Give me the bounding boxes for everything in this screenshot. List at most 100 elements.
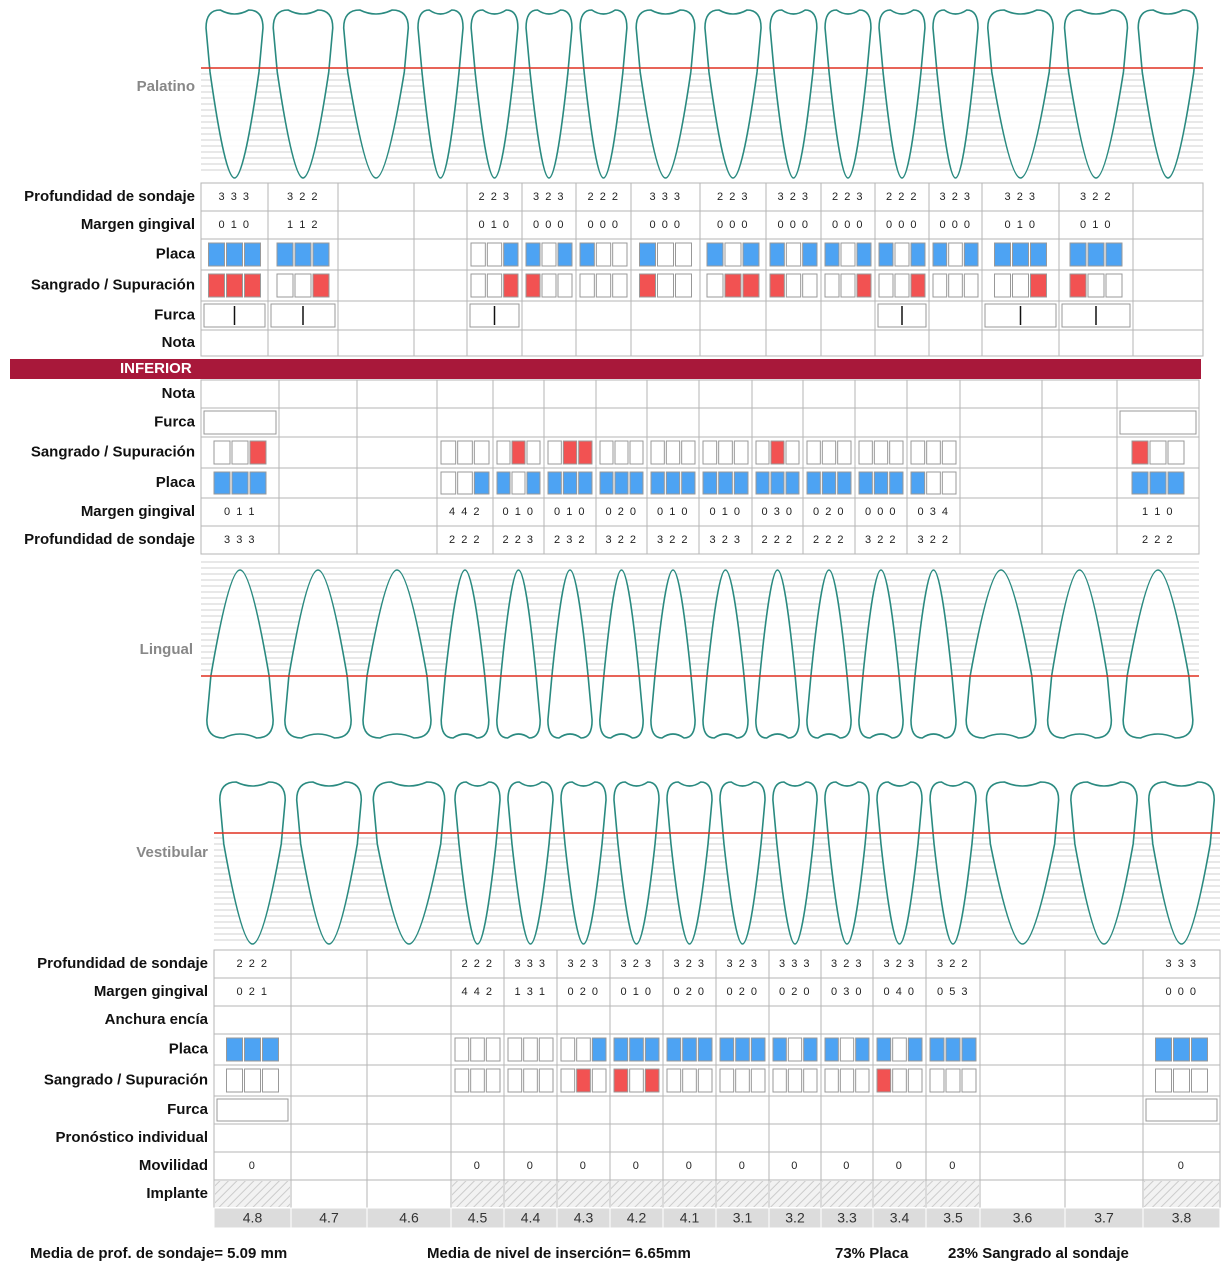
plaque-box xyxy=(874,472,887,494)
row-label: Sangrado / Supuración xyxy=(31,443,195,460)
cell-value: 3 2 2 xyxy=(937,958,969,970)
tooth-number: 4.2 xyxy=(627,1210,647,1226)
tooth xyxy=(273,10,333,178)
tooth-number: 3.6 xyxy=(1013,1210,1033,1226)
cell xyxy=(1042,437,1117,468)
cell xyxy=(357,408,437,437)
cell xyxy=(291,978,367,1006)
tooth xyxy=(600,570,643,738)
bleeding-box xyxy=(658,274,674,297)
tooth-number: 4.5 xyxy=(468,1210,488,1226)
bleeding-box xyxy=(930,1069,944,1092)
plaque-box xyxy=(771,472,784,494)
bleeding-box xyxy=(313,274,329,297)
plaque-box xyxy=(803,243,817,266)
implant-cell xyxy=(664,1181,715,1207)
cell xyxy=(980,1180,1065,1208)
cell-value: 0 xyxy=(474,1160,482,1172)
row-label: Margen gingival xyxy=(81,503,195,520)
cell-value: 0 0 0 xyxy=(778,219,810,231)
tooth xyxy=(1138,10,1198,178)
cell xyxy=(929,301,982,330)
cell xyxy=(929,330,982,356)
cell-value: 3 2 3 xyxy=(710,534,742,546)
tooth xyxy=(1065,10,1128,178)
plaque-box xyxy=(614,1038,628,1061)
row-label: Margen gingival xyxy=(81,216,195,233)
plaque-box xyxy=(250,472,266,494)
cell xyxy=(716,1124,769,1152)
cell xyxy=(875,330,929,356)
plaque-box xyxy=(245,243,261,266)
tooth xyxy=(418,10,463,178)
plaque-box xyxy=(995,243,1011,266)
cell xyxy=(451,1006,504,1034)
tooth xyxy=(703,570,748,738)
plaque-box xyxy=(946,1038,960,1061)
row-label: Profundidad de sondaje xyxy=(37,955,208,972)
bleeding-box xyxy=(227,274,243,297)
cell xyxy=(1042,526,1117,554)
row-label: Profundidad de sondaje xyxy=(24,188,195,205)
plaque-box xyxy=(548,472,561,494)
bleeding-box xyxy=(803,274,817,297)
cell xyxy=(1065,1006,1143,1034)
bleeding-box xyxy=(209,274,225,297)
row-label: Anchura encía xyxy=(105,1011,209,1028)
bleeding-box xyxy=(942,441,956,464)
cell-value: 2 2 2 xyxy=(462,958,494,970)
tooth xyxy=(859,570,903,738)
cell xyxy=(451,1096,504,1124)
plaque-box xyxy=(487,243,501,266)
cell xyxy=(907,408,960,437)
cell xyxy=(1065,1124,1143,1152)
bleeding-box xyxy=(214,441,230,464)
cell-value: 0 5 3 xyxy=(937,986,969,998)
plaque-box xyxy=(756,472,769,494)
cell-value: 0 2 0 xyxy=(727,986,759,998)
tooth xyxy=(561,782,606,944)
cell-value: 0 0 0 xyxy=(650,219,682,231)
plaque-box xyxy=(786,472,799,494)
bleeding-box xyxy=(508,1069,522,1092)
cell-value: 0 xyxy=(1178,1160,1186,1172)
plaque-box xyxy=(1132,472,1148,494)
tooth xyxy=(911,570,956,738)
bleeding-box xyxy=(666,441,679,464)
plaque-box xyxy=(1013,243,1029,266)
cell xyxy=(752,380,803,408)
tooth xyxy=(636,10,695,178)
cell xyxy=(414,183,467,211)
cell-value: 3 2 2 xyxy=(287,191,319,203)
cell-value: 0 3 0 xyxy=(831,986,863,998)
plaque-box xyxy=(807,472,820,494)
cell xyxy=(1143,1006,1220,1034)
cell xyxy=(821,330,875,356)
cell xyxy=(214,1124,291,1152)
cell-value: 0 1 0 xyxy=(503,506,535,518)
footer-stat: 23% Sangrado al sondaje xyxy=(948,1245,1129,1262)
bleeding-box xyxy=(613,274,627,297)
plaque-box xyxy=(497,472,510,494)
cell xyxy=(1133,330,1203,356)
plaque-box xyxy=(640,243,656,266)
cell xyxy=(576,301,631,330)
bleeding-box xyxy=(561,1069,575,1092)
cell xyxy=(1042,408,1117,437)
cell xyxy=(716,1096,769,1124)
cell xyxy=(821,1006,873,1034)
cell-value: 0 1 0 xyxy=(554,506,586,518)
bleeding-box xyxy=(822,441,835,464)
cell-value: 0 0 0 xyxy=(588,219,620,231)
cell-value: 3 2 3 xyxy=(674,958,706,970)
row-label: Nota xyxy=(162,334,196,351)
row-label: Furca xyxy=(154,306,196,323)
cell-value: 2 2 2 xyxy=(1142,534,1174,546)
cell xyxy=(414,270,467,301)
bleeding-box xyxy=(651,441,664,464)
bleeding-box xyxy=(580,274,594,297)
cell-value: 0 0 0 xyxy=(832,219,864,231)
cell xyxy=(367,1124,451,1152)
bleeding-box xyxy=(630,1069,644,1092)
cell-value: 0 2 0 xyxy=(606,506,638,518)
